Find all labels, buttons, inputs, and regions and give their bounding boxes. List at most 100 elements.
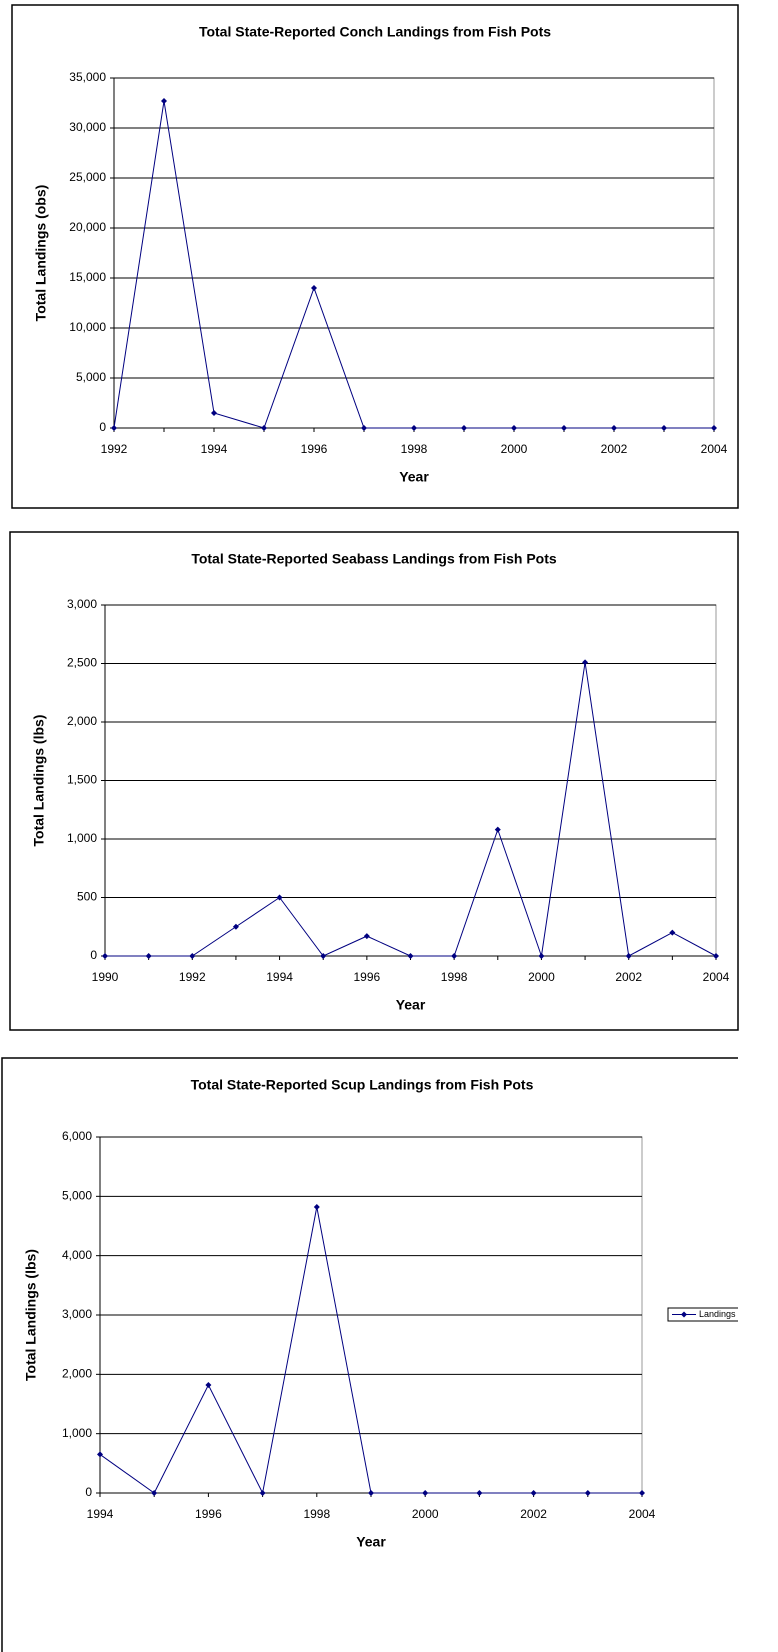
chart-title: Total State-Reported Scup Landings from … xyxy=(191,1077,534,1093)
data-point xyxy=(411,425,417,431)
data-point xyxy=(161,98,167,104)
y-tick-label: 2,000 xyxy=(62,1367,92,1381)
x-tick-label: 2000 xyxy=(412,1507,439,1521)
x-tick-label: 2002 xyxy=(520,1507,547,1521)
y-axis-title: Total Landings (lbs) xyxy=(31,715,47,847)
y-tick-label: 0 xyxy=(90,948,97,962)
y-axis-title: Total Landings (lbs) xyxy=(23,1249,39,1381)
chart-title: Total State-Reported Seabass Landings fr… xyxy=(191,551,557,567)
x-tick-label: 1990 xyxy=(92,970,119,984)
x-tick-label: 1994 xyxy=(266,970,293,984)
x-tick-label: 1998 xyxy=(303,1507,330,1521)
data-point xyxy=(211,410,217,416)
data-point xyxy=(261,425,267,431)
data-point xyxy=(232,923,239,930)
data-point xyxy=(625,953,632,959)
data-point xyxy=(313,1204,320,1211)
data-point xyxy=(311,285,317,291)
chart-border xyxy=(11,4,739,509)
y-tick-label: 35,000 xyxy=(69,70,106,84)
x-tick-label: 1996 xyxy=(195,1507,222,1521)
x-axis-title: Year xyxy=(399,469,429,485)
x-tick-label: 2004 xyxy=(703,970,730,984)
x-tick-label: 2000 xyxy=(528,970,555,984)
y-tick-label: 3,000 xyxy=(67,597,97,611)
y-tick-label: 1,000 xyxy=(67,831,97,845)
x-tick-label: 1998 xyxy=(441,970,468,984)
data-point xyxy=(320,953,327,959)
data-point xyxy=(111,425,117,431)
chart-border xyxy=(1,1057,738,1652)
y-tick-label: 2,500 xyxy=(67,656,97,670)
data-point xyxy=(561,425,567,431)
legend-marker xyxy=(681,1311,687,1318)
x-tick-label: 2004 xyxy=(701,442,728,456)
x-tick-label: 1994 xyxy=(201,442,228,456)
data-point xyxy=(530,1490,537,1496)
y-tick-label: 500 xyxy=(77,890,97,904)
data-point xyxy=(363,933,370,940)
y-tick-label: 20,000 xyxy=(69,220,106,234)
y-tick-label: 10,000 xyxy=(69,320,106,334)
data-point xyxy=(361,425,367,431)
data-point xyxy=(102,953,108,959)
data-point xyxy=(611,425,617,431)
data-point xyxy=(451,953,458,959)
y-tick-label: 0 xyxy=(85,1485,92,1499)
data-point xyxy=(276,894,283,901)
x-axis-title: Year xyxy=(396,997,426,1013)
y-tick-label: 5,000 xyxy=(76,370,106,384)
data-point xyxy=(422,1490,429,1496)
data-point xyxy=(661,425,667,431)
data-point xyxy=(189,953,196,959)
x-tick-label: 1992 xyxy=(179,970,206,984)
x-tick-label: 1996 xyxy=(354,970,381,984)
y-tick-label: 1,500 xyxy=(67,773,97,787)
y-tick-label: 6,000 xyxy=(62,1129,92,1143)
data-point xyxy=(669,929,676,936)
x-tick-label: 2000 xyxy=(501,442,528,456)
x-axis-title: Year xyxy=(356,1534,386,1550)
y-tick-label: 25,000 xyxy=(69,170,106,184)
data-point xyxy=(584,1490,591,1496)
x-tick-label: 1996 xyxy=(301,442,328,456)
data-point xyxy=(368,1490,374,1496)
y-tick-label: 4,000 xyxy=(62,1248,92,1262)
data-point xyxy=(582,659,589,666)
x-tick-label: 1998 xyxy=(401,442,428,456)
data-point xyxy=(713,953,719,959)
data-point xyxy=(407,953,414,959)
data-point xyxy=(461,425,467,431)
x-tick-label: 2002 xyxy=(615,970,642,984)
data-point xyxy=(259,1490,266,1496)
legend-box xyxy=(667,1307,738,1322)
y-tick-label: 30,000 xyxy=(69,120,106,134)
y-tick-label: 3,000 xyxy=(62,1307,92,1321)
y-tick-label: 15,000 xyxy=(69,270,106,284)
data-point xyxy=(97,1451,103,1458)
chart-title: Total State-Reported Conch Landings from… xyxy=(199,24,551,40)
data-point xyxy=(151,1490,158,1496)
data-point xyxy=(494,826,501,833)
data-point xyxy=(538,953,545,959)
x-tick-label: 2004 xyxy=(629,1507,656,1521)
y-tick-label: 1,000 xyxy=(62,1426,92,1440)
y-axis-title: Total Landings (obs) xyxy=(33,185,49,322)
chart: Total State-Reported Scup Landings from … xyxy=(1,1057,738,1652)
data-point xyxy=(639,1490,645,1496)
y-tick-label: 5,000 xyxy=(62,1189,92,1203)
legend-label: Landings xyxy=(699,1309,736,1319)
data-point xyxy=(476,1490,483,1496)
data-point xyxy=(145,953,152,959)
x-tick-label: 2002 xyxy=(601,442,628,456)
x-tick-label: 1994 xyxy=(87,1507,114,1521)
data-point xyxy=(711,425,717,431)
y-tick-label: 2,000 xyxy=(67,714,97,728)
x-tick-label: 1992 xyxy=(101,442,128,456)
data-point xyxy=(511,425,517,431)
data-point xyxy=(205,1382,212,1389)
y-tick-label: 0 xyxy=(99,420,106,434)
chart: Total State-Reported Conch Landings from… xyxy=(11,4,739,509)
